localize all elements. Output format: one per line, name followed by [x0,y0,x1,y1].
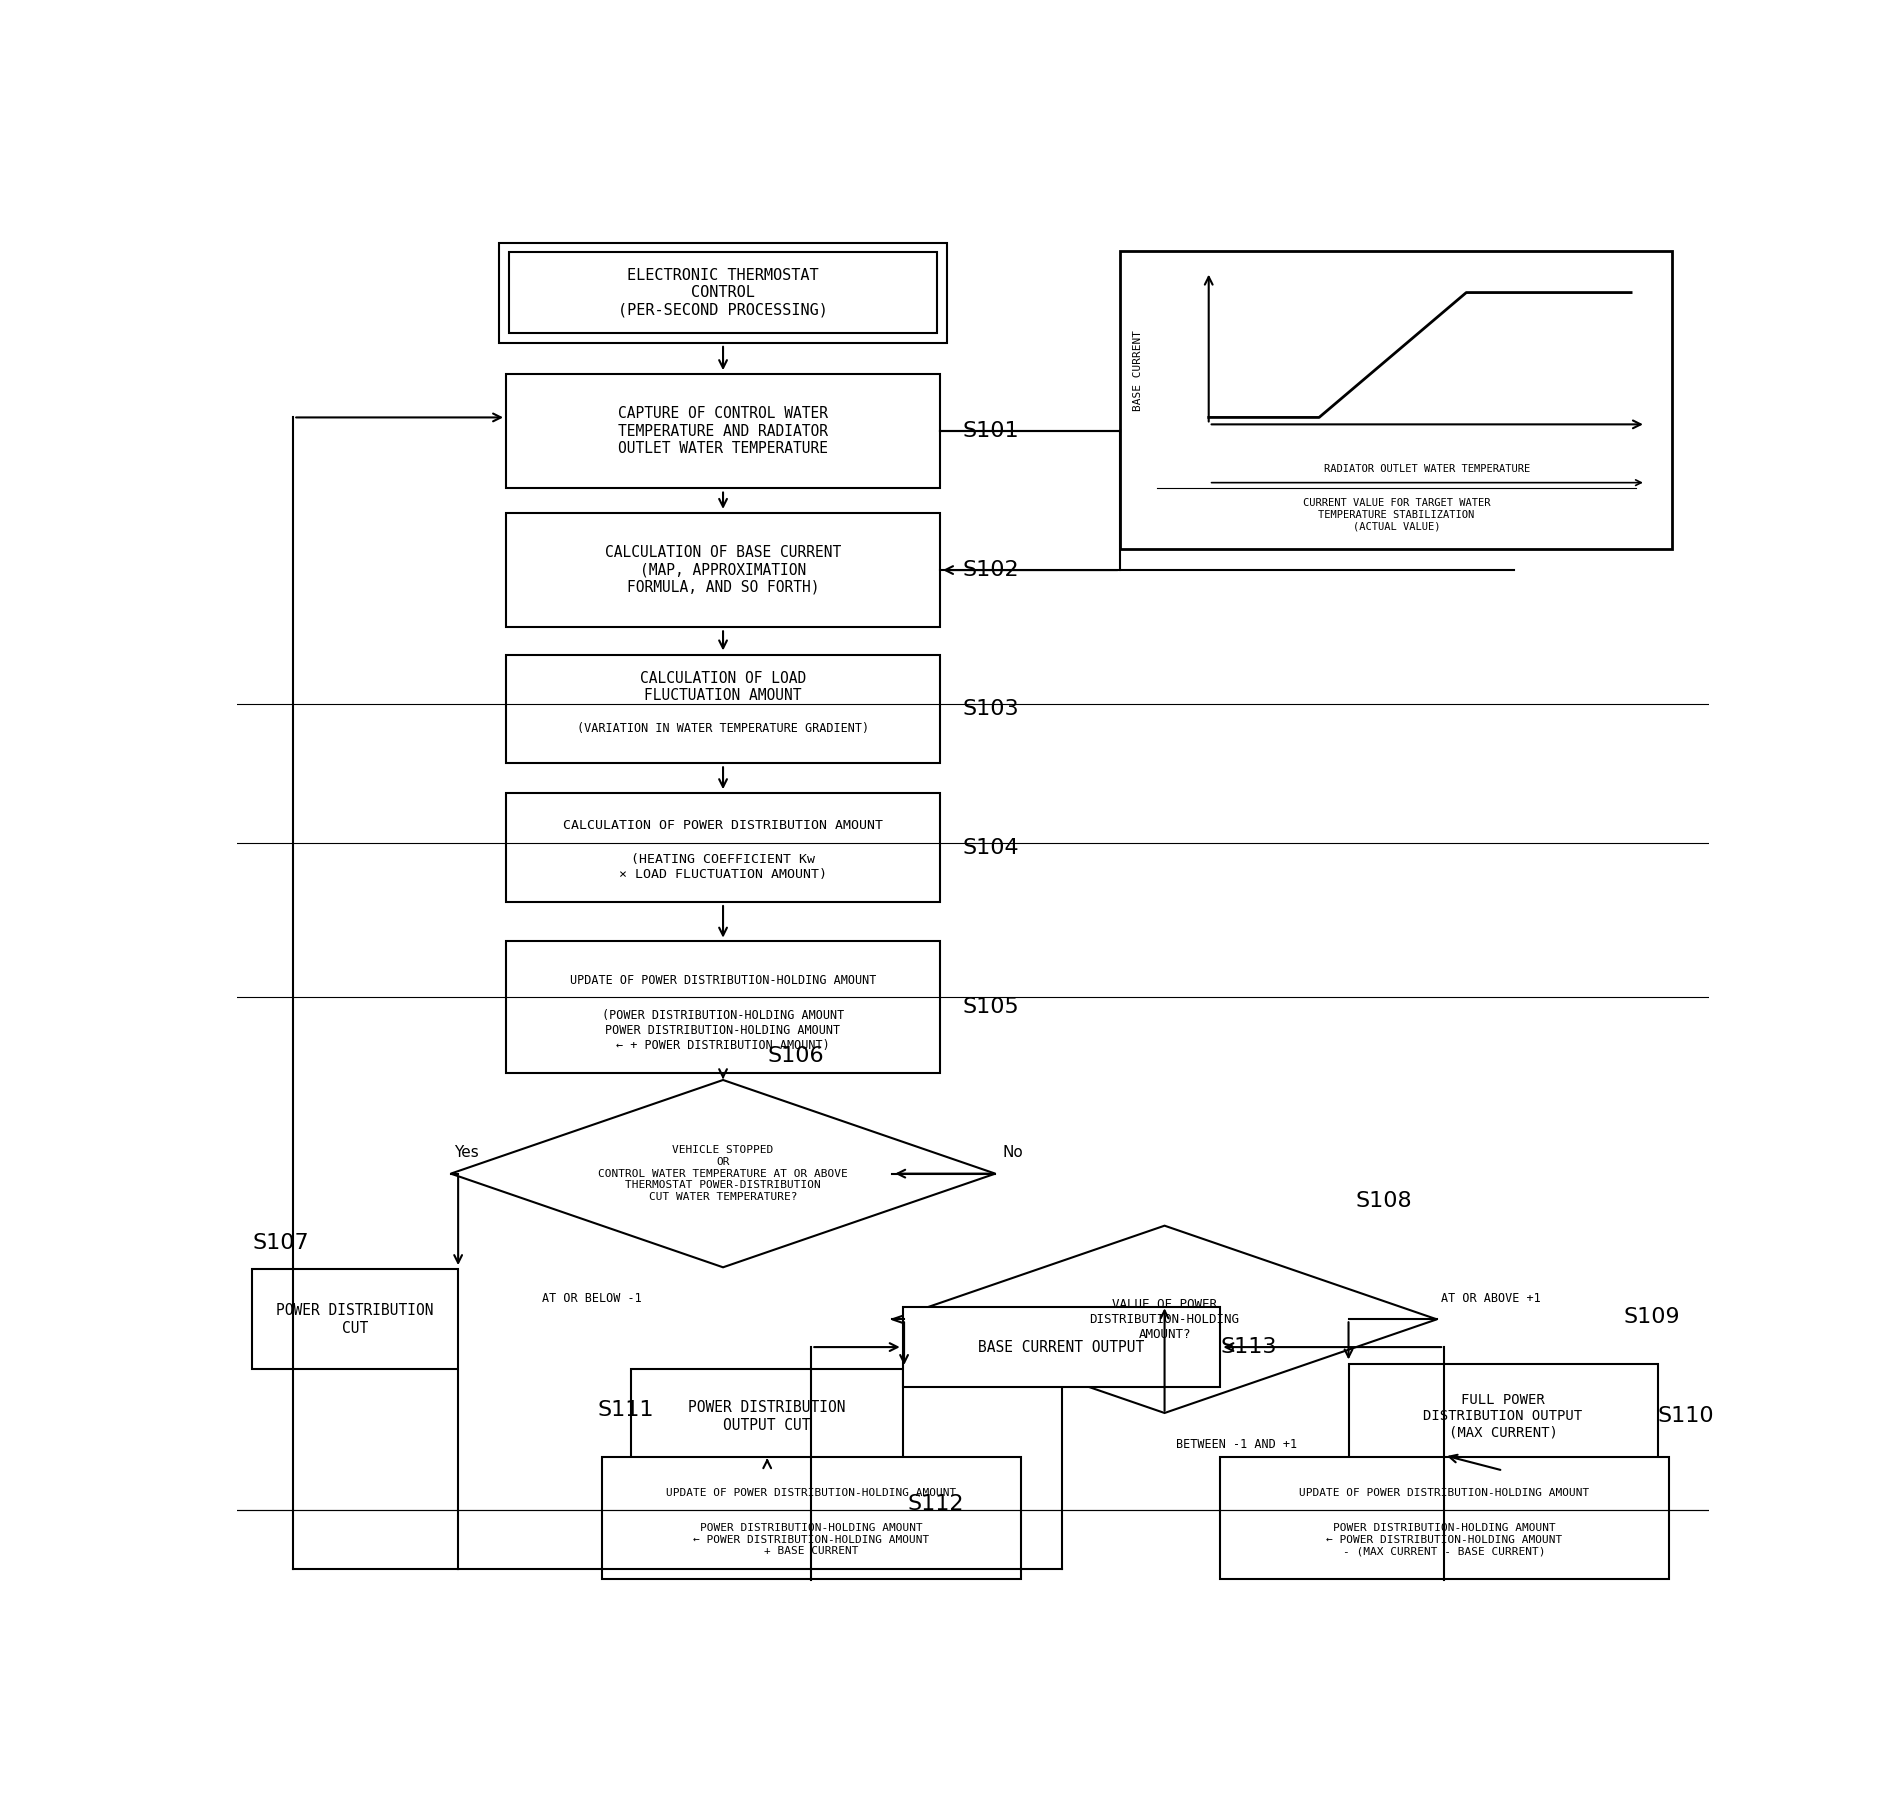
Text: S110: S110 [1657,1407,1714,1427]
Text: AT OR ABOVE +1: AT OR ABOVE +1 [1441,1292,1539,1305]
FancyBboxPatch shape [509,252,938,333]
Text: S113: S113 [1220,1337,1275,1357]
Text: S106: S106 [767,1045,824,1065]
FancyBboxPatch shape [505,375,940,488]
Text: POWER DISTRIBUTION
CUT: POWER DISTRIBUTION CUT [277,1303,433,1335]
FancyBboxPatch shape [252,1269,457,1370]
Text: S104: S104 [962,838,1019,858]
Text: UPDATE OF POWER DISTRIBUTION-HOLDING AMOUNT: UPDATE OF POWER DISTRIBUTION-HOLDING AMO… [666,1488,957,1497]
Text: S102: S102 [962,560,1019,580]
Text: BASE CURRENT: BASE CURRENT [1133,330,1143,411]
Text: S111: S111 [598,1400,655,1420]
Text: RADIATOR OUTLET WATER TEMPERATURE: RADIATOR OUTLET WATER TEMPERATURE [1323,463,1530,474]
Text: S109: S109 [1623,1306,1680,1326]
FancyBboxPatch shape [499,243,947,342]
Text: BASE CURRENT OUTPUT: BASE CURRENT OUTPUT [977,1339,1144,1355]
Text: VALUE OF POWER
DISTRIBUTION-HOLDING
AMOUNT?: VALUE OF POWER DISTRIBUTION-HOLDING AMOU… [1089,1297,1239,1341]
FancyBboxPatch shape [1120,250,1672,550]
Text: (VARIATION IN WATER TEMPERATURE GRADIENT): (VARIATION IN WATER TEMPERATURE GRADIENT… [577,723,869,735]
Text: CALCULATION OF BASE CURRENT
(MAP, APPROXIMATION
FORMULA, AND SO FORTH): CALCULATION OF BASE CURRENT (MAP, APPROX… [605,546,841,595]
Text: POWER DISTRIBUTION-HOLDING AMOUNT
← POWER DISTRIBUTION-HOLDING AMOUNT
- (MAX CUR: POWER DISTRIBUTION-HOLDING AMOUNT ← POWE… [1325,1523,1562,1557]
FancyBboxPatch shape [505,514,940,627]
Text: ELECTRONIC THERMOSTAT
CONTROL
(PER-SECOND PROCESSING): ELECTRONIC THERMOSTAT CONTROL (PER-SECON… [617,268,828,317]
Text: (POWER DISTRIBUTION-HOLDING AMOUNT
POWER DISTRIBUTION-HOLDING AMOUNT
← + POWER D: (POWER DISTRIBUTION-HOLDING AMOUNT POWER… [602,1009,845,1052]
Text: AT OR BELOW -1: AT OR BELOW -1 [543,1292,642,1305]
Text: S108: S108 [1355,1191,1412,1211]
Text: UPDATE OF POWER DISTRIBUTION-HOLDING AMOUNT: UPDATE OF POWER DISTRIBUTION-HOLDING AMO… [1298,1488,1589,1497]
Text: S112: S112 [907,1494,962,1514]
Text: VEHICLE STOPPED
OR
CONTROL WATER TEMPERATURE AT OR ABOVE
THERMOSTAT POWER-DISTRI: VEHICLE STOPPED OR CONTROL WATER TEMPERA… [598,1146,848,1202]
Text: CURRENT VALUE FOR TARGET WATER
TEMPERATURE STABILIZATION
(ACTUAL VALUE): CURRENT VALUE FOR TARGET WATER TEMPERATU… [1302,497,1490,532]
FancyBboxPatch shape [903,1306,1219,1388]
FancyBboxPatch shape [505,941,940,1072]
Text: Yes: Yes [454,1144,478,1160]
Polygon shape [450,1079,995,1267]
Text: UPDATE OF POWER DISTRIBUTION-HOLDING AMOUNT: UPDATE OF POWER DISTRIBUTION-HOLDING AMO… [569,975,875,987]
FancyBboxPatch shape [602,1456,1021,1579]
Text: S101: S101 [962,422,1019,441]
FancyBboxPatch shape [630,1370,903,1463]
FancyBboxPatch shape [1348,1364,1657,1469]
Text: S107: S107 [252,1233,309,1252]
Text: FULL POWER
DISTRIBUTION OUTPUT
(MAX CURRENT): FULL POWER DISTRIBUTION OUTPUT (MAX CURR… [1424,1393,1581,1440]
Text: POWER DISTRIBUTION-HOLDING AMOUNT
← POWER DISTRIBUTION-HOLDING AMOUNT
+ BASE CUR: POWER DISTRIBUTION-HOLDING AMOUNT ← POWE… [693,1523,928,1557]
Text: CAPTURE OF CONTROL WATER
TEMPERATURE AND RADIATOR
OUTLET WATER TEMPERATURE: CAPTURE OF CONTROL WATER TEMPERATURE AND… [617,407,828,456]
FancyBboxPatch shape [505,793,940,901]
Polygon shape [892,1225,1437,1413]
Text: S105: S105 [962,997,1019,1016]
Text: S103: S103 [962,699,1019,719]
Text: CALCULATION OF POWER DISTRIBUTION AMOUNT: CALCULATION OF POWER DISTRIBUTION AMOUNT [562,820,883,833]
FancyBboxPatch shape [505,654,940,762]
Text: (HEATING COEFFICIENT Kw
× LOAD FLUCTUATION AMOUNT): (HEATING COEFFICIENT Kw × LOAD FLUCTUATI… [619,852,828,881]
Text: POWER DISTRIBUTION
OUTPUT CUT: POWER DISTRIBUTION OUTPUT CUT [689,1400,845,1433]
FancyBboxPatch shape [1219,1456,1668,1579]
Text: BETWEEN -1 AND +1: BETWEEN -1 AND +1 [1175,1438,1296,1451]
Text: No: No [1002,1144,1023,1160]
Text: CALCULATION OF LOAD
FLUCTUATION AMOUNT: CALCULATION OF LOAD FLUCTUATION AMOUNT [640,670,807,703]
